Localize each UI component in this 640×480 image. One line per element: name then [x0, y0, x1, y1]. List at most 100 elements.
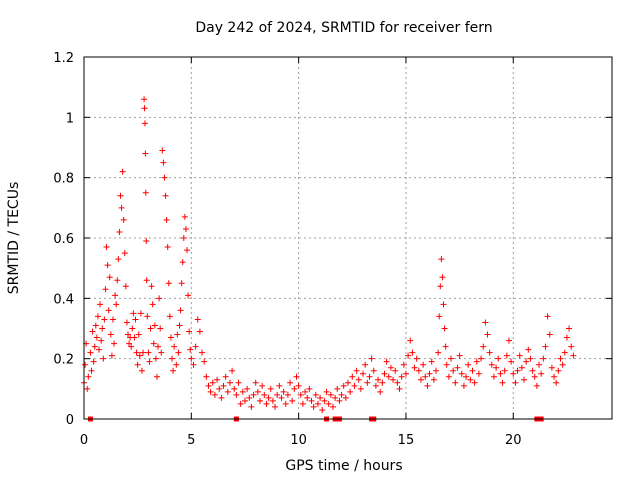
data-point: [167, 334, 174, 341]
data-point: [523, 358, 530, 365]
data-point: [482, 319, 489, 326]
data-point: [103, 244, 110, 251]
data-point: [342, 394, 349, 401]
data-point: [362, 361, 369, 368]
data-point: [441, 325, 448, 332]
data-point: [282, 400, 289, 407]
data-point: [368, 355, 375, 362]
data-point: [437, 283, 444, 290]
data-point: [538, 370, 545, 377]
data-point: [402, 370, 409, 377]
data-point: [182, 225, 189, 232]
data-point: [514, 367, 521, 374]
data-point: [398, 373, 405, 380]
data-point: [471, 379, 478, 386]
data-point: [145, 349, 152, 356]
data-point: [257, 397, 263, 404]
data-point: [488, 361, 495, 368]
data-point: [443, 361, 450, 368]
data-point: [347, 388, 354, 395]
y-tick-label: 1: [66, 111, 74, 126]
data-point: [241, 397, 248, 404]
data-point: [158, 349, 165, 356]
data-point: [121, 250, 128, 257]
chart-title: Day 242 of 2024, SRMTID for receiver fer…: [195, 20, 492, 36]
data-point: [463, 373, 470, 380]
data-point: [235, 379, 242, 386]
data-point: [163, 216, 170, 223]
data-point: [138, 367, 145, 374]
data-point: [355, 376, 362, 383]
data-point: [131, 334, 138, 341]
data-point: [278, 394, 285, 401]
data-point: [438, 256, 445, 263]
data-point: [557, 355, 564, 362]
data-point: [161, 174, 168, 181]
data-point: [141, 105, 148, 112]
data-point: [392, 367, 399, 374]
data-point: [317, 394, 324, 401]
data-point: [252, 379, 259, 386]
data-point: [137, 310, 144, 317]
data-point: [237, 400, 244, 407]
data-point: [306, 385, 313, 392]
data-point: [171, 343, 178, 350]
data-point: [555, 367, 562, 374]
data-point: [284, 391, 291, 398]
data-point: [289, 397, 296, 404]
data-point: [136, 352, 143, 359]
x-tick-label: 20: [505, 433, 522, 448]
data-point: [548, 364, 555, 371]
data-point: [495, 355, 502, 362]
data-point: [134, 361, 141, 368]
data-point: [302, 388, 309, 395]
data-point: [422, 373, 429, 380]
data-point: [94, 313, 101, 320]
data-point: [142, 150, 149, 157]
data-point: [293, 373, 300, 380]
data-point: [345, 379, 351, 386]
data-point: [190, 361, 197, 368]
data-point: [480, 343, 487, 350]
data-point: [92, 322, 99, 329]
data-point: [325, 400, 332, 407]
data-point: [87, 349, 94, 356]
data-point: [411, 364, 418, 371]
data-point: [465, 361, 472, 368]
data-point: [199, 349, 206, 356]
data-point: [82, 361, 89, 368]
data-point: [84, 385, 91, 392]
data-point: [456, 352, 463, 359]
data-point: [184, 247, 191, 254]
data-point: [196, 328, 203, 335]
data-point: [469, 367, 476, 374]
data-point: [379, 379, 386, 386]
data-point: [162, 192, 169, 199]
data-point: [98, 337, 105, 344]
data-point: [396, 385, 403, 392]
data-point: [458, 370, 465, 377]
data-point: [218, 394, 225, 401]
data-point: [505, 337, 512, 344]
data-point: [327, 391, 334, 398]
data-point: [527, 355, 534, 362]
data-point: [85, 373, 92, 380]
data-point: [155, 343, 162, 350]
y-tick-label: 0.8: [53, 172, 74, 187]
data-point: [123, 319, 130, 326]
data-point: [104, 262, 111, 269]
data-point: [484, 331, 491, 338]
data-point: [493, 364, 500, 371]
data-point: [512, 379, 519, 386]
data-point: [503, 352, 510, 359]
data-point: [332, 394, 339, 401]
data-point: [88, 367, 95, 374]
y-tick-label: 1.2: [53, 51, 74, 66]
data-point: [375, 376, 382, 383]
data-point: [542, 343, 549, 350]
data-point: [231, 385, 238, 392]
axis-ticks: 0 0.2 0.4 0.6 0.8 1 1.2 0 5 10 15 20: [53, 51, 612, 448]
data-point: [173, 361, 180, 368]
data-point: [334, 385, 341, 392]
x-tick-label: 15: [398, 433, 415, 448]
